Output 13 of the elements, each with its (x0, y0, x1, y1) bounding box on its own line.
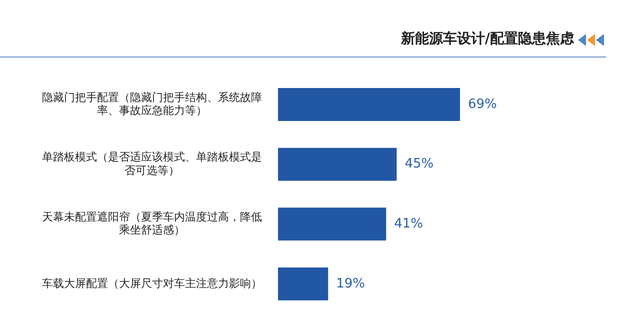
bar (278, 148, 397, 181)
data-label: 69% (468, 96, 497, 112)
y-tick-label: 天幕未配置遮阳帘（夏季车内温度过高，降低乘坐舒适感） (42, 210, 262, 237)
y-tick-label: 单踏板模式（是否适应该模式、单踏板模式是否可选等） (42, 150, 262, 177)
data-label: 45% (404, 156, 434, 172)
chart-title: 新能源车设计/配置隐患焦虑 (400, 30, 574, 48)
data-label: 41% (394, 216, 424, 232)
y-tick-label: 车载大屏配置（大屏尺寸对车主注意力影响） (42, 276, 262, 290)
bar (278, 267, 328, 300)
data-label: 19% (336, 276, 366, 292)
y-tick-label: 隐藏门把手配置（隐藏门把手结构、系统故障率、事故应急能力等） (42, 90, 262, 117)
bar (278, 88, 460, 121)
bar (278, 208, 386, 241)
